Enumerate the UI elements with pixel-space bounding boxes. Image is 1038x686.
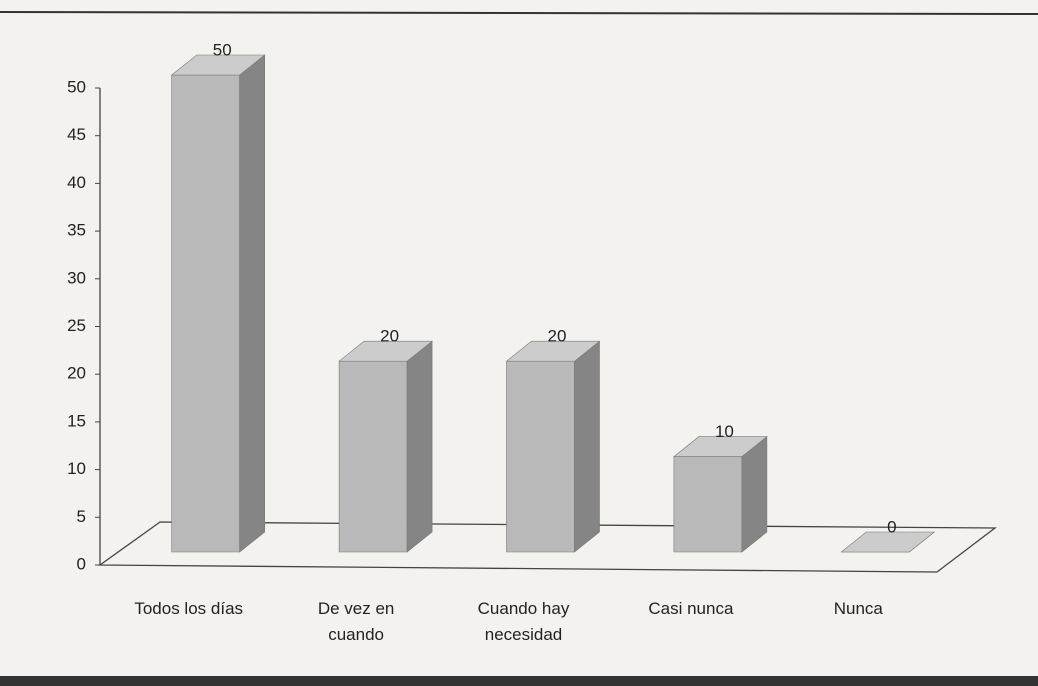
data-label: 20 (380, 327, 399, 346)
bar-face (673, 436, 768, 457)
y-tick-label: 10 (67, 459, 86, 478)
bar-face (338, 360, 408, 553)
bar-face (840, 531, 936, 553)
x-tick-label: Cuando hay necesidad (477, 599, 570, 644)
y-tick-label: 5 (77, 507, 86, 526)
bar-face (506, 360, 575, 553)
floor (98, 521, 997, 573)
y-tick-label: 15 (67, 411, 86, 430)
scan-border (0, 676, 1038, 686)
bar-face (171, 74, 240, 553)
data-label: 50 (213, 40, 232, 59)
x-tick-label: De vez en cuando (317, 599, 395, 644)
bar-face (406, 340, 433, 553)
y-tick-label: 45 (67, 125, 86, 144)
y-tick-label: 20 (67, 364, 86, 383)
scan-border (0, 11, 1038, 15)
bar-face (574, 340, 600, 553)
bar (338, 340, 433, 553)
x-tick-label: Casi nunca (648, 599, 734, 618)
data-label: 0 (887, 517, 896, 536)
data-label: 20 (548, 327, 567, 346)
bar-face (505, 340, 601, 362)
bar-face (239, 54, 266, 553)
y-tick-label: 50 (67, 77, 86, 96)
y-tick-label: 30 (67, 268, 86, 287)
bar-face (170, 54, 266, 76)
bar (505, 340, 601, 553)
bar-face (338, 340, 433, 362)
bar-face (673, 456, 743, 553)
y-tick-label: 25 (67, 316, 86, 335)
data-label: 10 (715, 422, 734, 441)
y-tick-label: 40 (67, 173, 86, 192)
y-tick-label: 0 (77, 554, 86, 573)
x-tick-label: Nunca (833, 599, 883, 618)
y-tick-label: 35 (67, 221, 86, 240)
bar (673, 435, 768, 553)
bar (170, 54, 266, 553)
bar (840, 531, 936, 553)
x-tick-label: Todos los días (134, 599, 244, 618)
